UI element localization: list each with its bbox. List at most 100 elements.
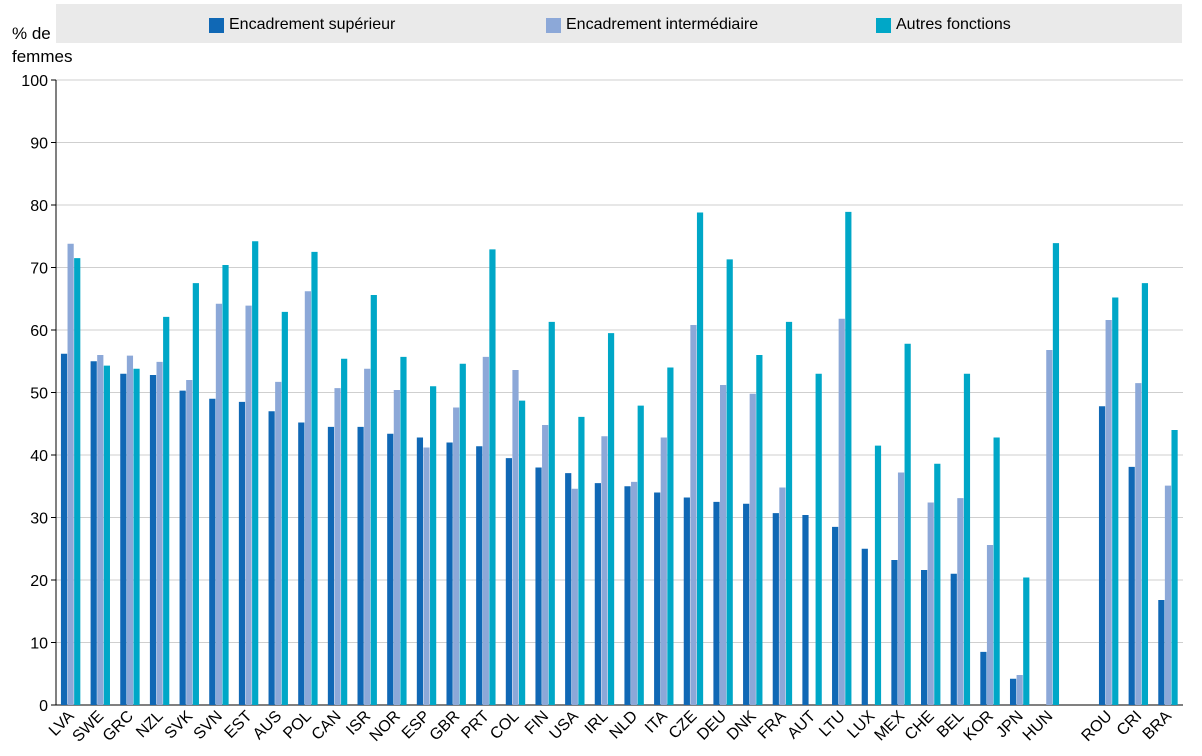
x-tick-label-bra: BRA — [1140, 708, 1176, 744]
bar-prt-series-1 — [482, 356, 489, 705]
x-tick-label-bel: BEL — [934, 708, 967, 741]
bar-svn-series-1 — [215, 303, 223, 705]
bar-cri-series-1 — [1135, 383, 1142, 705]
bar-dnk-series-1 — [749, 393, 756, 705]
bar-svn-series-2 — [222, 265, 229, 705]
bar-che-series-2 — [934, 463, 941, 705]
bar-prt-series-2 — [489, 249, 496, 705]
bar-cri-series-2 — [1141, 283, 1149, 705]
bar-aus-series-1 — [275, 381, 282, 705]
bar-rou-series-0 — [1098, 406, 1106, 705]
x-tick-label-grc: GRC — [100, 708, 137, 745]
x-tick-label-swe: SWE — [70, 708, 108, 746]
x-tick-label-nzl: NZL — [133, 708, 166, 741]
bar-cze-series-1 — [690, 325, 697, 705]
y-tick-label-90: 90 — [30, 136, 48, 153]
bar-deu-series-1 — [720, 385, 727, 705]
x-tick-label-esp: ESP — [399, 708, 434, 743]
x-tick-label-gbr: GBR — [427, 708, 464, 745]
legend-swatch-autres-fonctions — [876, 17, 891, 33]
bar-irl-series-2 — [607, 333, 615, 705]
legend: Encadrement supérieur Encadrement interm… — [56, 4, 1182, 43]
bar-fin-series-2 — [548, 321, 555, 705]
bar-usa-series-2 — [578, 416, 585, 705]
x-tick-label-cze: CZE — [666, 708, 701, 743]
bar-lux-series-2 — [874, 445, 882, 705]
bar-isr-series-1 — [364, 368, 371, 705]
y-tick-label-0: 0 — [39, 698, 48, 715]
bar-deu-series-0 — [713, 501, 720, 705]
bar-cze-series-0 — [683, 497, 690, 705]
bar-nld-series-0 — [624, 486, 631, 705]
bar-mex-series-2 — [904, 343, 911, 705]
x-tick-label-deu: DEU — [694, 708, 730, 744]
legend-item-autres-fonctions: Autres fonctions — [876, 16, 1011, 34]
bar-fin-series-1 — [542, 425, 549, 705]
bar-col-series-0 — [505, 458, 512, 705]
bar-nzl-series-2 — [163, 316, 170, 705]
bar-dnk-series-0 — [743, 503, 750, 705]
x-tick-label-mex: MEX — [872, 708, 909, 745]
x-tick-label-nor: NOR — [367, 708, 404, 745]
bar-nld-series-2 — [637, 405, 644, 705]
y-tick-label-80: 80 — [30, 198, 48, 215]
bar-bra-series-0 — [1158, 600, 1165, 705]
y-tick-label-30: 30 — [30, 511, 48, 528]
bar-pol-series-1 — [304, 291, 311, 705]
bar-aus-series-0 — [268, 411, 275, 705]
y-tick-label-100: 100 — [21, 73, 48, 90]
bar-svk-series-0 — [179, 390, 186, 705]
x-tick-label-prt: PRT — [458, 708, 493, 743]
bar-lva-series-0 — [60, 353, 68, 705]
bar-fin-series-0 — [535, 467, 542, 705]
bar-hun-series-2 — [1052, 243, 1060, 705]
bar-jpn-series-0 — [1009, 678, 1017, 705]
x-tick-label-svn: SVN — [191, 708, 226, 743]
bar-deu-series-2 — [726, 259, 733, 705]
x-tick-label-lux: LUX — [844, 708, 878, 742]
bar-ltu-series-1 — [838, 318, 845, 705]
bar-nzl-series-0 — [149, 375, 157, 705]
bar-svk-series-2 — [192, 283, 199, 705]
bar-ltu-series-2 — [845, 211, 852, 705]
bar-cze-series-2 — [696, 212, 704, 705]
bar-kor-series-2 — [993, 437, 1000, 705]
bar-esp-series-1 — [423, 447, 430, 705]
y-tick-label-70: 70 — [30, 261, 48, 278]
bar-nzl-series-1 — [156, 361, 163, 705]
bar-gbr-series-0 — [446, 442, 453, 705]
x-tick-label-ltu: LTU — [816, 708, 849, 741]
bar-grc-series-1 — [126, 355, 134, 705]
x-tick-label-jpn: JPN — [993, 708, 1026, 741]
x-tick-label-fra: FRA — [755, 708, 790, 743]
bar-ita-series-1 — [660, 437, 667, 705]
bar-can-series-2 — [341, 358, 348, 705]
x-tick-label-can: CAN — [309, 708, 345, 744]
bar-swe-series-0 — [90, 361, 97, 705]
bar-col-series-1 — [512, 370, 519, 705]
bar-ita-series-0 — [654, 492, 661, 705]
bar-bel-series-2 — [963, 373, 971, 705]
y-tick-label-20: 20 — [30, 573, 48, 590]
x-tick-label-col: COL — [487, 708, 522, 743]
bar-esp-series-2 — [430, 386, 437, 705]
bar-grc-series-2 — [133, 368, 140, 705]
bar-rou-series-1 — [1105, 320, 1112, 705]
bar-usa-series-0 — [565, 473, 572, 705]
bar-mex-series-0 — [891, 560, 898, 705]
bar-svk-series-1 — [186, 380, 193, 705]
bar-bra-series-2 — [1171, 430, 1178, 705]
legend-item-encadrement-superieur: Encadrement supérieur — [209, 16, 395, 34]
bar-nor-series-0 — [387, 433, 394, 705]
x-tick-label-cri: CRI — [1114, 708, 1146, 740]
bar-rou-series-2 — [1112, 297, 1119, 705]
bar-est-series-1 — [245, 305, 252, 705]
bar-che-series-1 — [927, 502, 934, 705]
bar-ltu-series-0 — [832, 526, 839, 705]
bar-nor-series-2 — [400, 356, 407, 705]
legend-label-encadrement-intermediaire: Encadrement intermédiaire — [566, 16, 759, 33]
bar-est-series-2 — [252, 241, 259, 705]
bar-che-series-0 — [921, 570, 928, 705]
x-tick-label-che: CHE — [902, 708, 938, 744]
